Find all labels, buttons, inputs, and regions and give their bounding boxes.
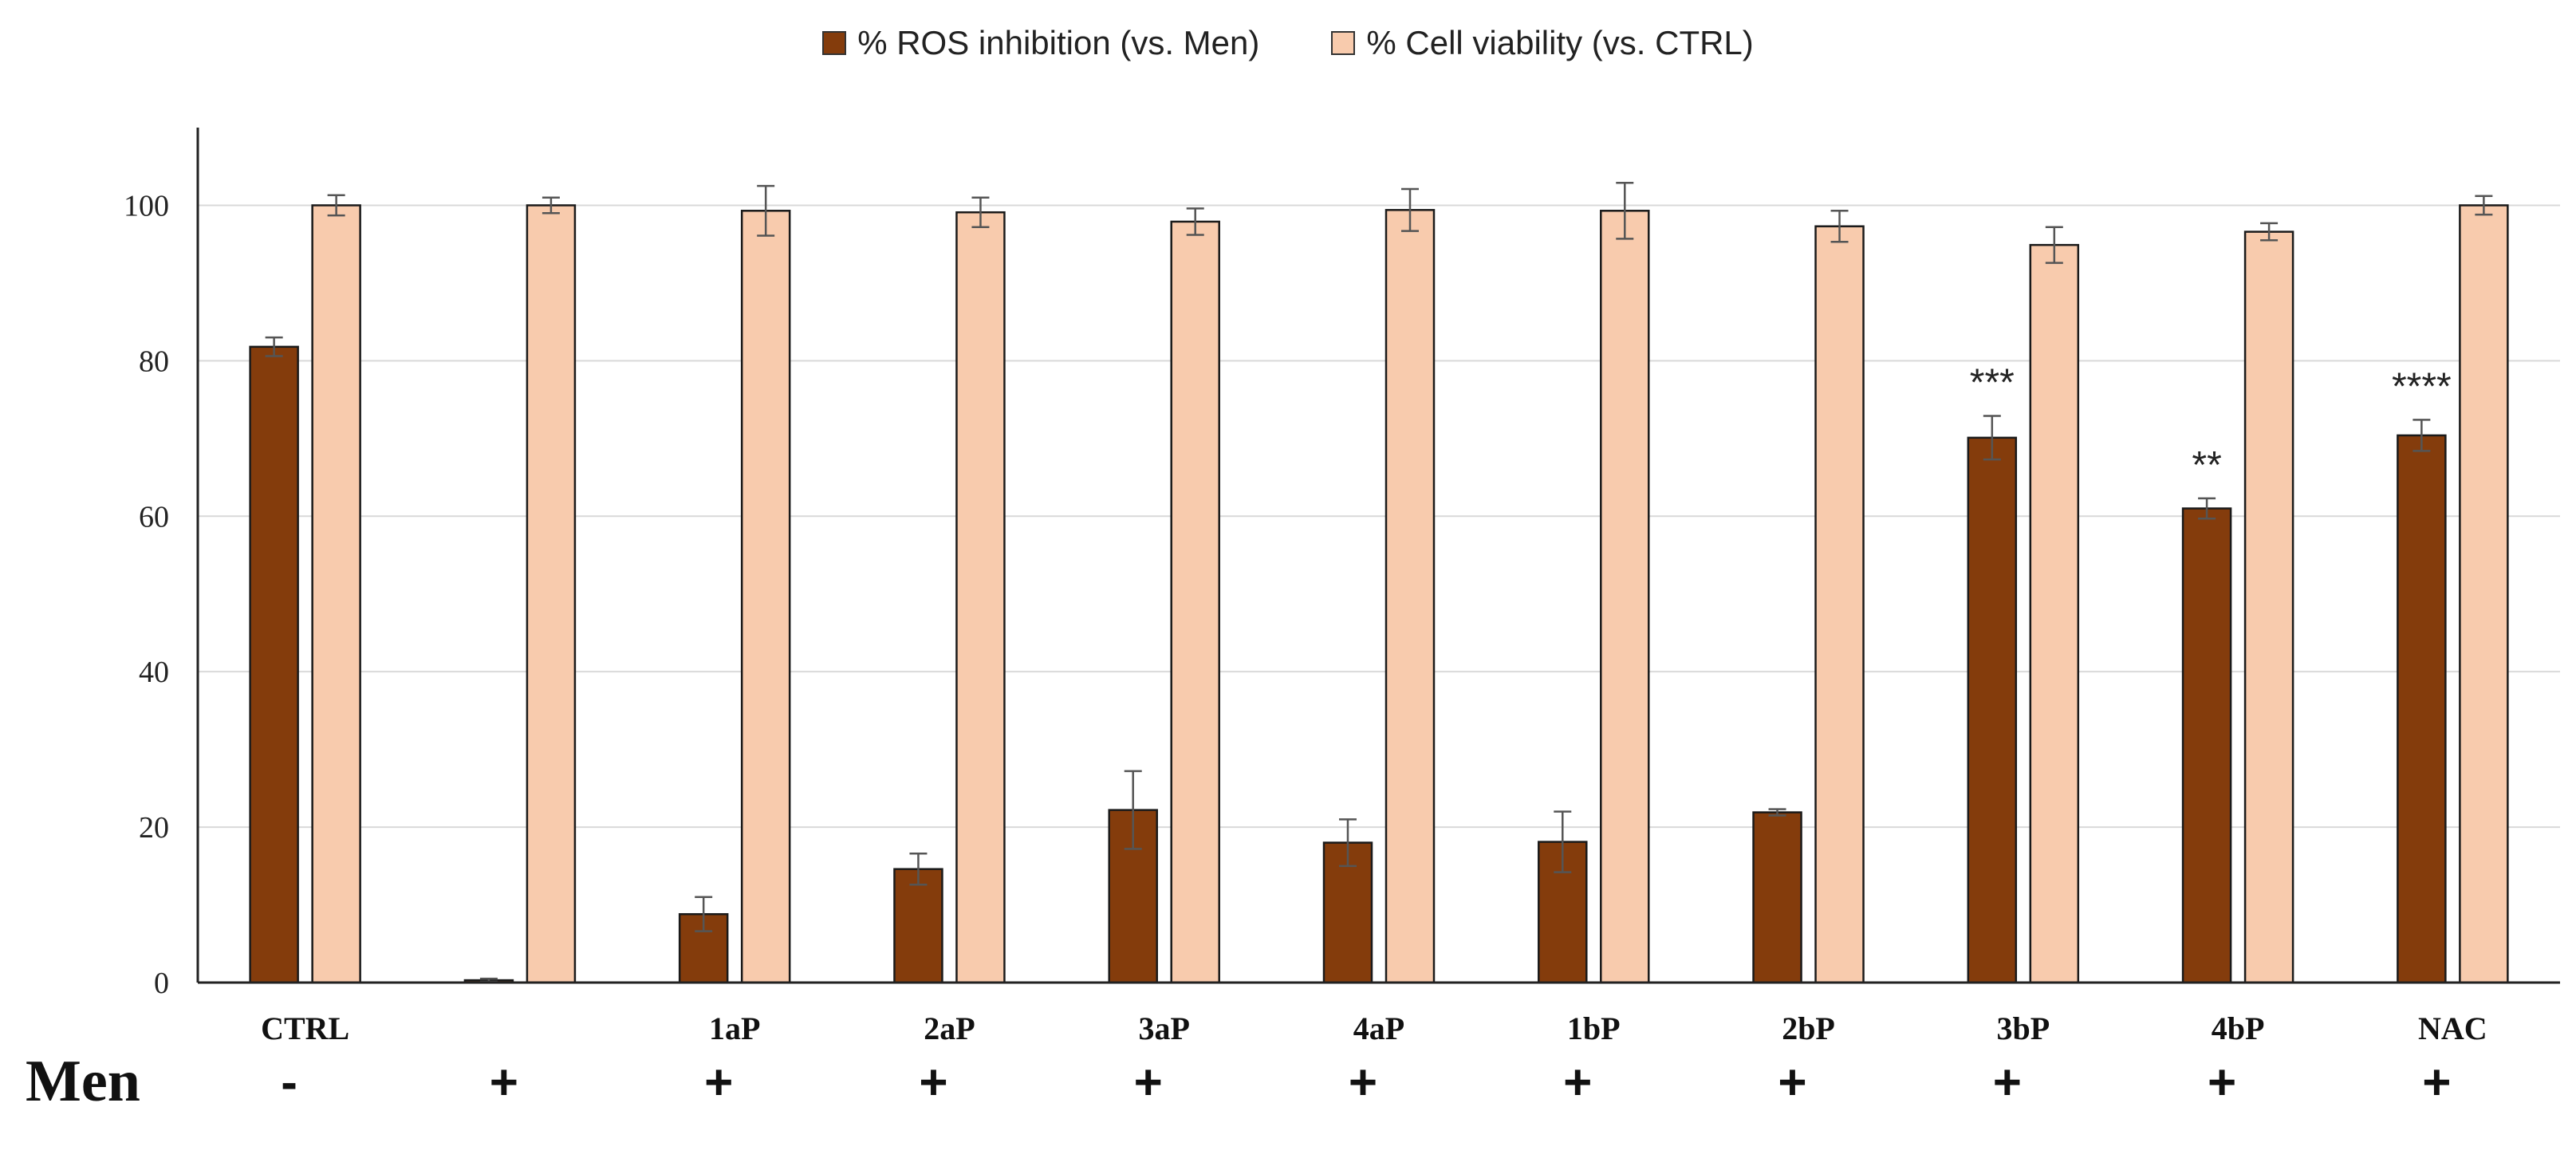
ros-bar-10: [2397, 434, 2447, 984]
significance-marker: ***: [1970, 362, 2015, 404]
viability-bar-10: [2459, 204, 2509, 984]
significance-marker: **: [2192, 444, 2221, 486]
y-tick-label: 100: [124, 189, 169, 223]
men-treatment-sign: +: [490, 1055, 518, 1110]
legend-entry-viability: % Cell viability (vs. CTRL): [1331, 24, 1754, 62]
men-row-label: Men: [26, 1049, 140, 1114]
legend-swatch-viability: [1331, 31, 1356, 55]
viability-bar-8: [2029, 243, 2080, 984]
viability-bar-4: [1170, 220, 1220, 984]
legend-label-ros: % ROS inhibition (vs. Men): [857, 24, 1260, 61]
viability-bar-6: [1600, 210, 1650, 984]
men-treatment-sign: +: [704, 1055, 733, 1110]
ros-bar-9: [2181, 507, 2232, 984]
bars: [249, 181, 2509, 984]
y-tick-label: 80: [139, 345, 169, 378]
men-treatment-sign: +: [1778, 1055, 1806, 1110]
men-treatment-sign: +: [1563, 1055, 1592, 1110]
category-label: NAC: [2418, 1010, 2487, 1046]
category-label: 4aP: [1353, 1010, 1404, 1046]
category-label: 2aP: [924, 1010, 975, 1046]
viability-bar-7: [1814, 225, 1865, 984]
viability-bar-0: [311, 204, 361, 984]
category-label: 2bP: [1782, 1010, 1835, 1046]
legend-entry-ros: % ROS inhibition (vs. Men): [822, 24, 1259, 62]
viability-bar-3: [955, 211, 1006, 984]
y-tick-label: 60: [139, 500, 169, 534]
category-label: 3aP: [1139, 1010, 1190, 1046]
men-treatment-sign: +: [2208, 1055, 2236, 1110]
men-treatment-sign: +: [2422, 1055, 2451, 1110]
axes: [196, 128, 2560, 984]
category-label: 1aP: [709, 1010, 760, 1046]
ros-bar-8: [1967, 436, 2018, 984]
men-treatment-sign: +: [919, 1055, 947, 1110]
category-label: 1bP: [1567, 1010, 1621, 1046]
legend-label-viability: % Cell viability (vs. CTRL): [1366, 24, 1754, 61]
men-treatment-sign: +: [1349, 1055, 1377, 1110]
ros-bar-3: [893, 868, 943, 984]
viability-bar-2: [740, 210, 791, 984]
y-axis-ticks: 0 20 40 60 80 100: [124, 189, 169, 1000]
viability-bar-1: [526, 204, 577, 984]
category-label: 4bP: [2212, 1010, 2265, 1046]
category-label: CTRL: [261, 1010, 349, 1046]
viability-bar-9: [2243, 230, 2294, 984]
y-tick-label: 20: [139, 811, 169, 845]
legend-swatch-ros: [822, 31, 847, 55]
significance-marker: ****: [2392, 365, 2452, 408]
labels: CTRL - +1aP +2aP +3aP +4aP +1bP +2bP + *** 3bP + ** 4…: [26, 362, 2487, 1114]
men-treatment-sign: +: [1993, 1055, 2022, 1110]
category-label: 3bP: [1996, 1010, 2050, 1046]
gridlines: [198, 204, 2560, 829]
y-tick-label: 0: [154, 967, 169, 1000]
viability-bar-5: [1385, 209, 1436, 984]
legend: % ROS inhibition (vs. Men) % Cell viabil…: [0, 24, 2576, 62]
y-tick-label: 40: [139, 656, 169, 689]
ros-bar-0: [249, 345, 299, 984]
men-treatment-sign: -: [281, 1055, 297, 1110]
men-treatment-sign: +: [1134, 1055, 1163, 1110]
ros-bar-7: [1752, 811, 1802, 984]
